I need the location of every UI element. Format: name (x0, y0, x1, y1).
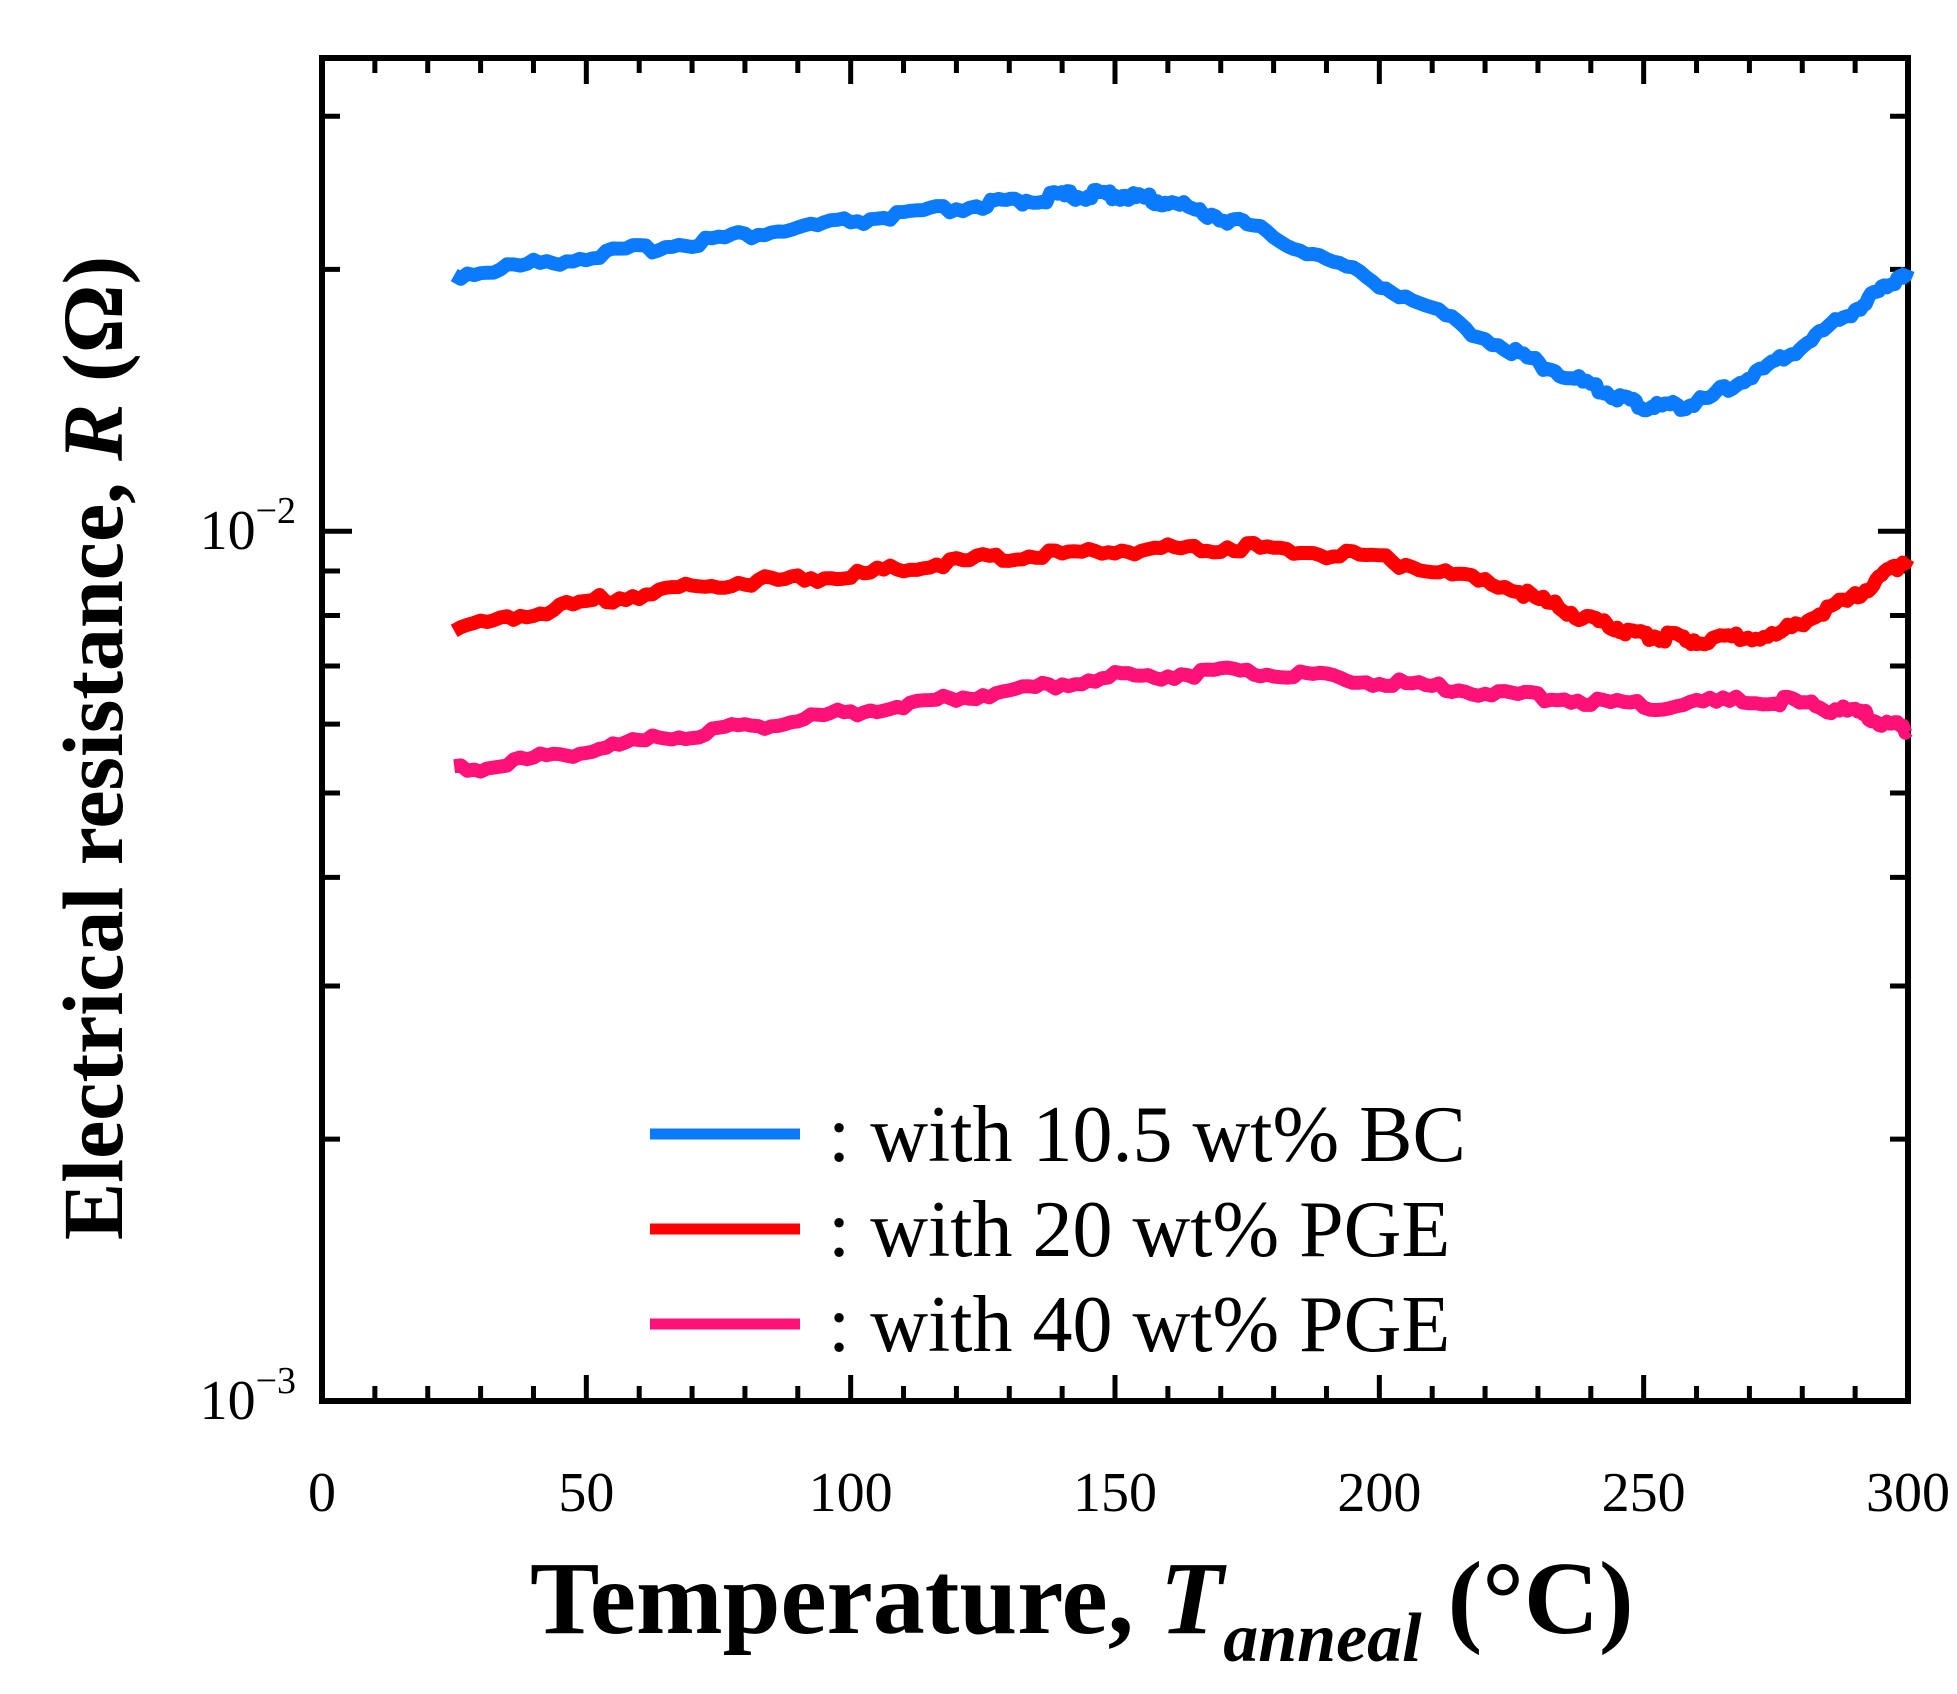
y-axis-title-main: Electrical resistance, (45, 461, 141, 1240)
x-tick-label: 200 (1337, 1462, 1421, 1524)
y-tick-label-exp: −3 (256, 1360, 296, 1402)
y-axis-title-var: R (45, 403, 141, 461)
y-tick-label-exp: −2 (256, 490, 296, 532)
legend-label-1: : with 10.5 wt% BC (828, 1091, 1466, 1179)
series-line-3 (453, 660, 1913, 779)
x-tick-label: 150 (1073, 1462, 1157, 1524)
x-tick-label: 0 (308, 1462, 336, 1524)
x-tick-label: 100 (809, 1462, 893, 1524)
x-tick-labels: 0 50 100 150 200 250 300 (308, 1462, 1950, 1524)
x-tick-label: 300 (1866, 1462, 1950, 1524)
legend-label-2: : with 20 wt% PGE (828, 1186, 1450, 1274)
legend: : with 10.5 wt% BC: with 20 wt% PGE: wit… (650, 1091, 1466, 1369)
x-tick-label: 50 (558, 1462, 614, 1524)
x-axis-title: Temperature, Tanneal (°C) (530, 1541, 1634, 1677)
y-tick-label: 10−2 (200, 490, 296, 562)
x-axis-title-unit: (°C) (1422, 1541, 1634, 1656)
y-tick-label-base: 10 (200, 500, 256, 562)
y-axis-title: Electrical resistance, R (Ω) (45, 256, 141, 1240)
y-tick-labels: 10−210−3 (200, 490, 296, 1432)
series-line-2 (450, 536, 1915, 652)
x-axis-title-sub: anneal (1223, 1600, 1422, 1677)
y-tick-label: 10−3 (200, 1360, 296, 1432)
y-axis-title-unit: (Ω) (45, 256, 141, 404)
x-axis-title-var: T (1160, 1541, 1227, 1656)
x-axis-title-main: Temperature, (530, 1541, 1160, 1656)
x-tick-label: 250 (1602, 1462, 1686, 1524)
series-group (450, 183, 1915, 779)
legend-label-3: : with 40 wt% PGE (828, 1281, 1450, 1369)
y-tick-label-base: 10 (200, 1370, 256, 1432)
series-line-1 (450, 183, 1915, 418)
